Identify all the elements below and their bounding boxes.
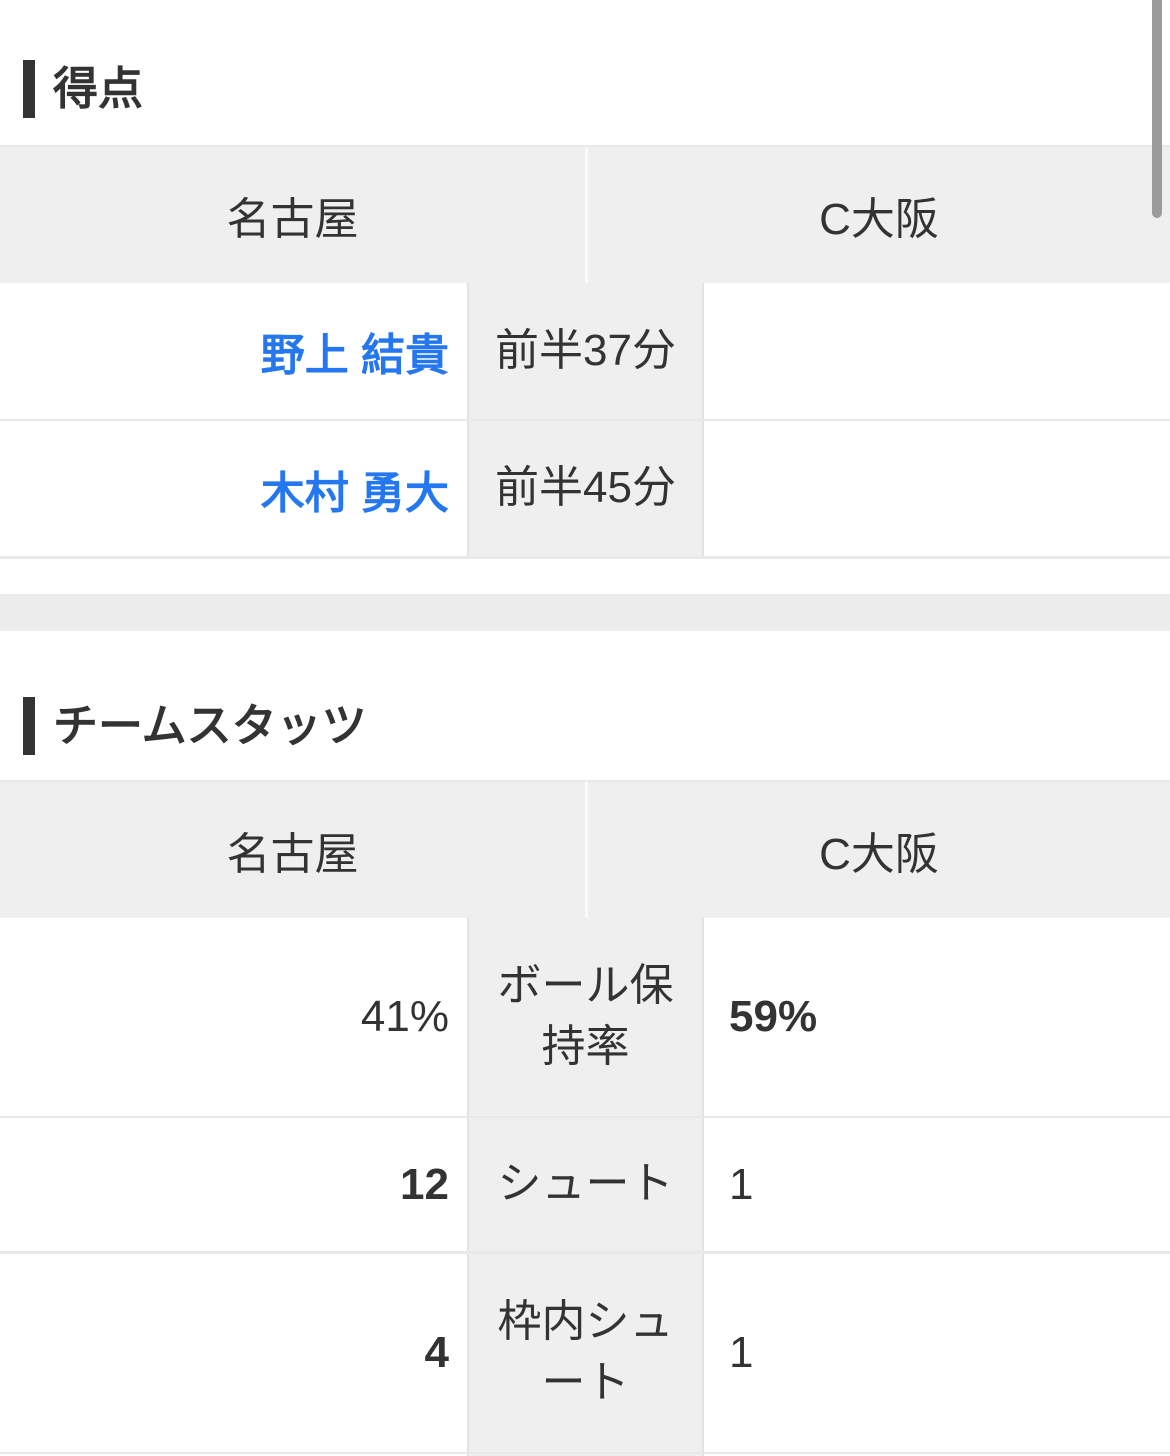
stat-label: ボール保 持率 [467, 918, 704, 1116]
goal-time-cell: 前半45分 [467, 421, 704, 556]
shots-away-value: 1 [729, 1159, 754, 1209]
goal-away-scorer-cell [704, 283, 1170, 419]
goal-time-cell: 前半37分 [467, 283, 704, 419]
stat-away-value: 59% [704, 918, 1170, 1116]
shots-on-target-home-value: 4 [424, 1328, 449, 1377]
shots-on-target-away-value: 1 [729, 1328, 754, 1377]
goal-home-scorer-cell: 野上 結貴 [0, 283, 467, 419]
goal-home-scorer-cell: 木村 勇大 [0, 421, 467, 556]
possession-away-value: 59% [729, 992, 818, 1041]
section-separator-band [0, 594, 1170, 631]
stat-label: 枠内シュ ート [467, 1254, 704, 1452]
goals-header-home-team: 名古屋 [226, 195, 359, 244]
stat-row-shots: 12 シュート 1 [0, 1118, 1170, 1254]
stat-row-shots-on-target: 4 枠内シュ ート 1 [0, 1254, 1170, 1454]
goal-away-scorer-cell [704, 421, 1170, 556]
goals-header-away-team: C大阪 [585, 147, 1170, 283]
player-link-kimura[interactable]: 木村 勇大 [260, 468, 449, 518]
stat-row-possession: 41% ボール保 持率 59% [0, 918, 1170, 1118]
heading-accent-bar [23, 697, 35, 755]
stats-team-header-row: 名古屋 C大阪 [0, 782, 1170, 918]
goals-table: 名古屋 C大阪 野上 結貴 前半37分 木村 勇大 前半45分 [0, 145, 1170, 559]
stats-section-heading: チームスタッツ [0, 697, 1170, 755]
stats-header-away-team: C大阪 [585, 782, 1170, 918]
goals-section-title: 得点 [53, 63, 144, 114]
shots-home-value: 12 [400, 1159, 449, 1209]
possession-home-value: 41% [360, 992, 449, 1041]
goals-section-heading: 得点 [0, 60, 1170, 118]
stat-away-value: 1 [704, 1118, 1170, 1251]
scrollbar-thumb[interactable] [1152, 0, 1162, 218]
stats-section-title: チームスタッツ [53, 700, 367, 751]
stats-header-home-team: 名古屋 [226, 830, 359, 879]
stat-home-value: 41% [0, 918, 467, 1116]
player-link-nogami[interactable]: 野上 結貴 [260, 331, 449, 380]
goals-team-header-row: 名古屋 C大阪 [0, 147, 1170, 283]
goal-row: 野上 結貴 前半37分 [0, 283, 1170, 421]
stat-label: シュート [467, 1118, 704, 1251]
team-stats-table: 名古屋 C大阪 41% ボール保 持率 59% 12 シュート 1 4 [0, 780, 1170, 1456]
heading-accent-bar [23, 60, 35, 118]
stat-away-value: 1 [704, 1254, 1170, 1452]
stat-home-value: 4 [0, 1254, 467, 1452]
goal-row: 木村 勇大 前半45分 [0, 421, 1170, 559]
next-row-partial [0, 1454, 1170, 1456]
stat-home-value: 12 [0, 1118, 467, 1251]
